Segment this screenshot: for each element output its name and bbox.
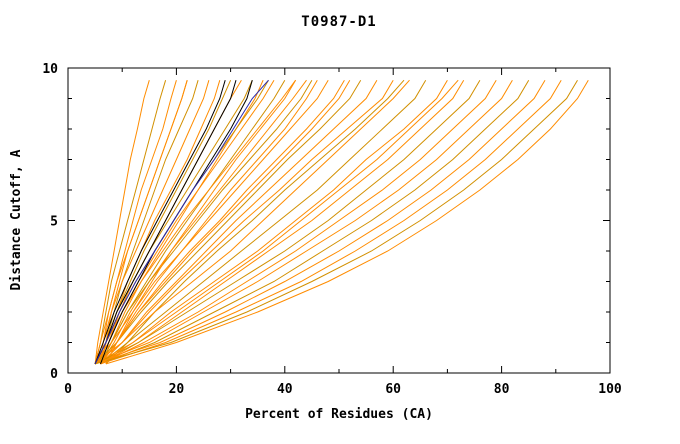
series-line-model-35	[100, 79, 530, 365]
x-tick-label: 80	[494, 382, 510, 397]
series-line-model-36	[94, 79, 546, 365]
series-line-model-34	[94, 79, 513, 365]
series-line-model-38	[94, 79, 578, 365]
series-line-model-03	[100, 80, 177, 364]
series-line-model-27	[100, 79, 351, 365]
series-line-model-31	[100, 79, 465, 365]
series-line-model-26	[105, 79, 405, 365]
series-line-model-17	[94, 79, 313, 365]
x-tick-label: 60	[385, 382, 401, 397]
series-line-model-06	[94, 80, 210, 365]
series-line-model-12	[100, 79, 264, 365]
series-line-model-13	[94, 79, 275, 365]
plot-axes: 0 20 40 60 80 100 0 5 10	[42, 62, 622, 397]
series-line-model-01	[94, 80, 150, 364]
x-tick-label: 40	[277, 382, 293, 397]
y-tick-label: 5	[50, 215, 58, 230]
series-line-model-39	[105, 79, 589, 365]
chart-title: T0987-D1	[301, 14, 376, 30]
series-line-model-blue-1	[94, 79, 269, 365]
series-line-model-02	[94, 80, 167, 365]
x-axis-label: Percent of Residues (CA)	[245, 407, 433, 422]
x-tick-label: 100	[598, 382, 622, 397]
x-tick-label: 0	[64, 382, 72, 397]
y-tick-label: 10	[42, 62, 58, 77]
series-line-model-09	[100, 80, 188, 365]
x-tick-label: 20	[169, 382, 185, 397]
series-line-model-28	[94, 79, 410, 365]
series-line-model-05	[100, 80, 199, 365]
series-line-model-40	[100, 79, 459, 365]
series-line-model-21	[94, 79, 329, 365]
series-line-model-black-2	[94, 80, 237, 365]
plot-series	[94, 79, 589, 365]
series-line-model-19	[100, 79, 318, 365]
series-line-model-29	[100, 79, 427, 365]
series-line-model-16	[100, 79, 307, 365]
series-line-model-25	[94, 79, 394, 365]
series-line-model-10	[100, 79, 242, 365]
y-axis-label: Distance Cutoff, A	[9, 149, 24, 290]
series-line-model-33	[100, 79, 497, 365]
y-tick-label: 0	[50, 367, 58, 382]
series-line-model-32	[94, 79, 481, 365]
series-line-model-black-1	[94, 80, 226, 365]
series-line-model-30	[94, 79, 448, 365]
series-line-model-18	[105, 79, 297, 365]
series-line-model-24	[100, 79, 378, 365]
series-line-model-23	[94, 79, 362, 365]
series-line-model-37	[100, 79, 562, 365]
series-line-model-15	[94, 79, 297, 365]
